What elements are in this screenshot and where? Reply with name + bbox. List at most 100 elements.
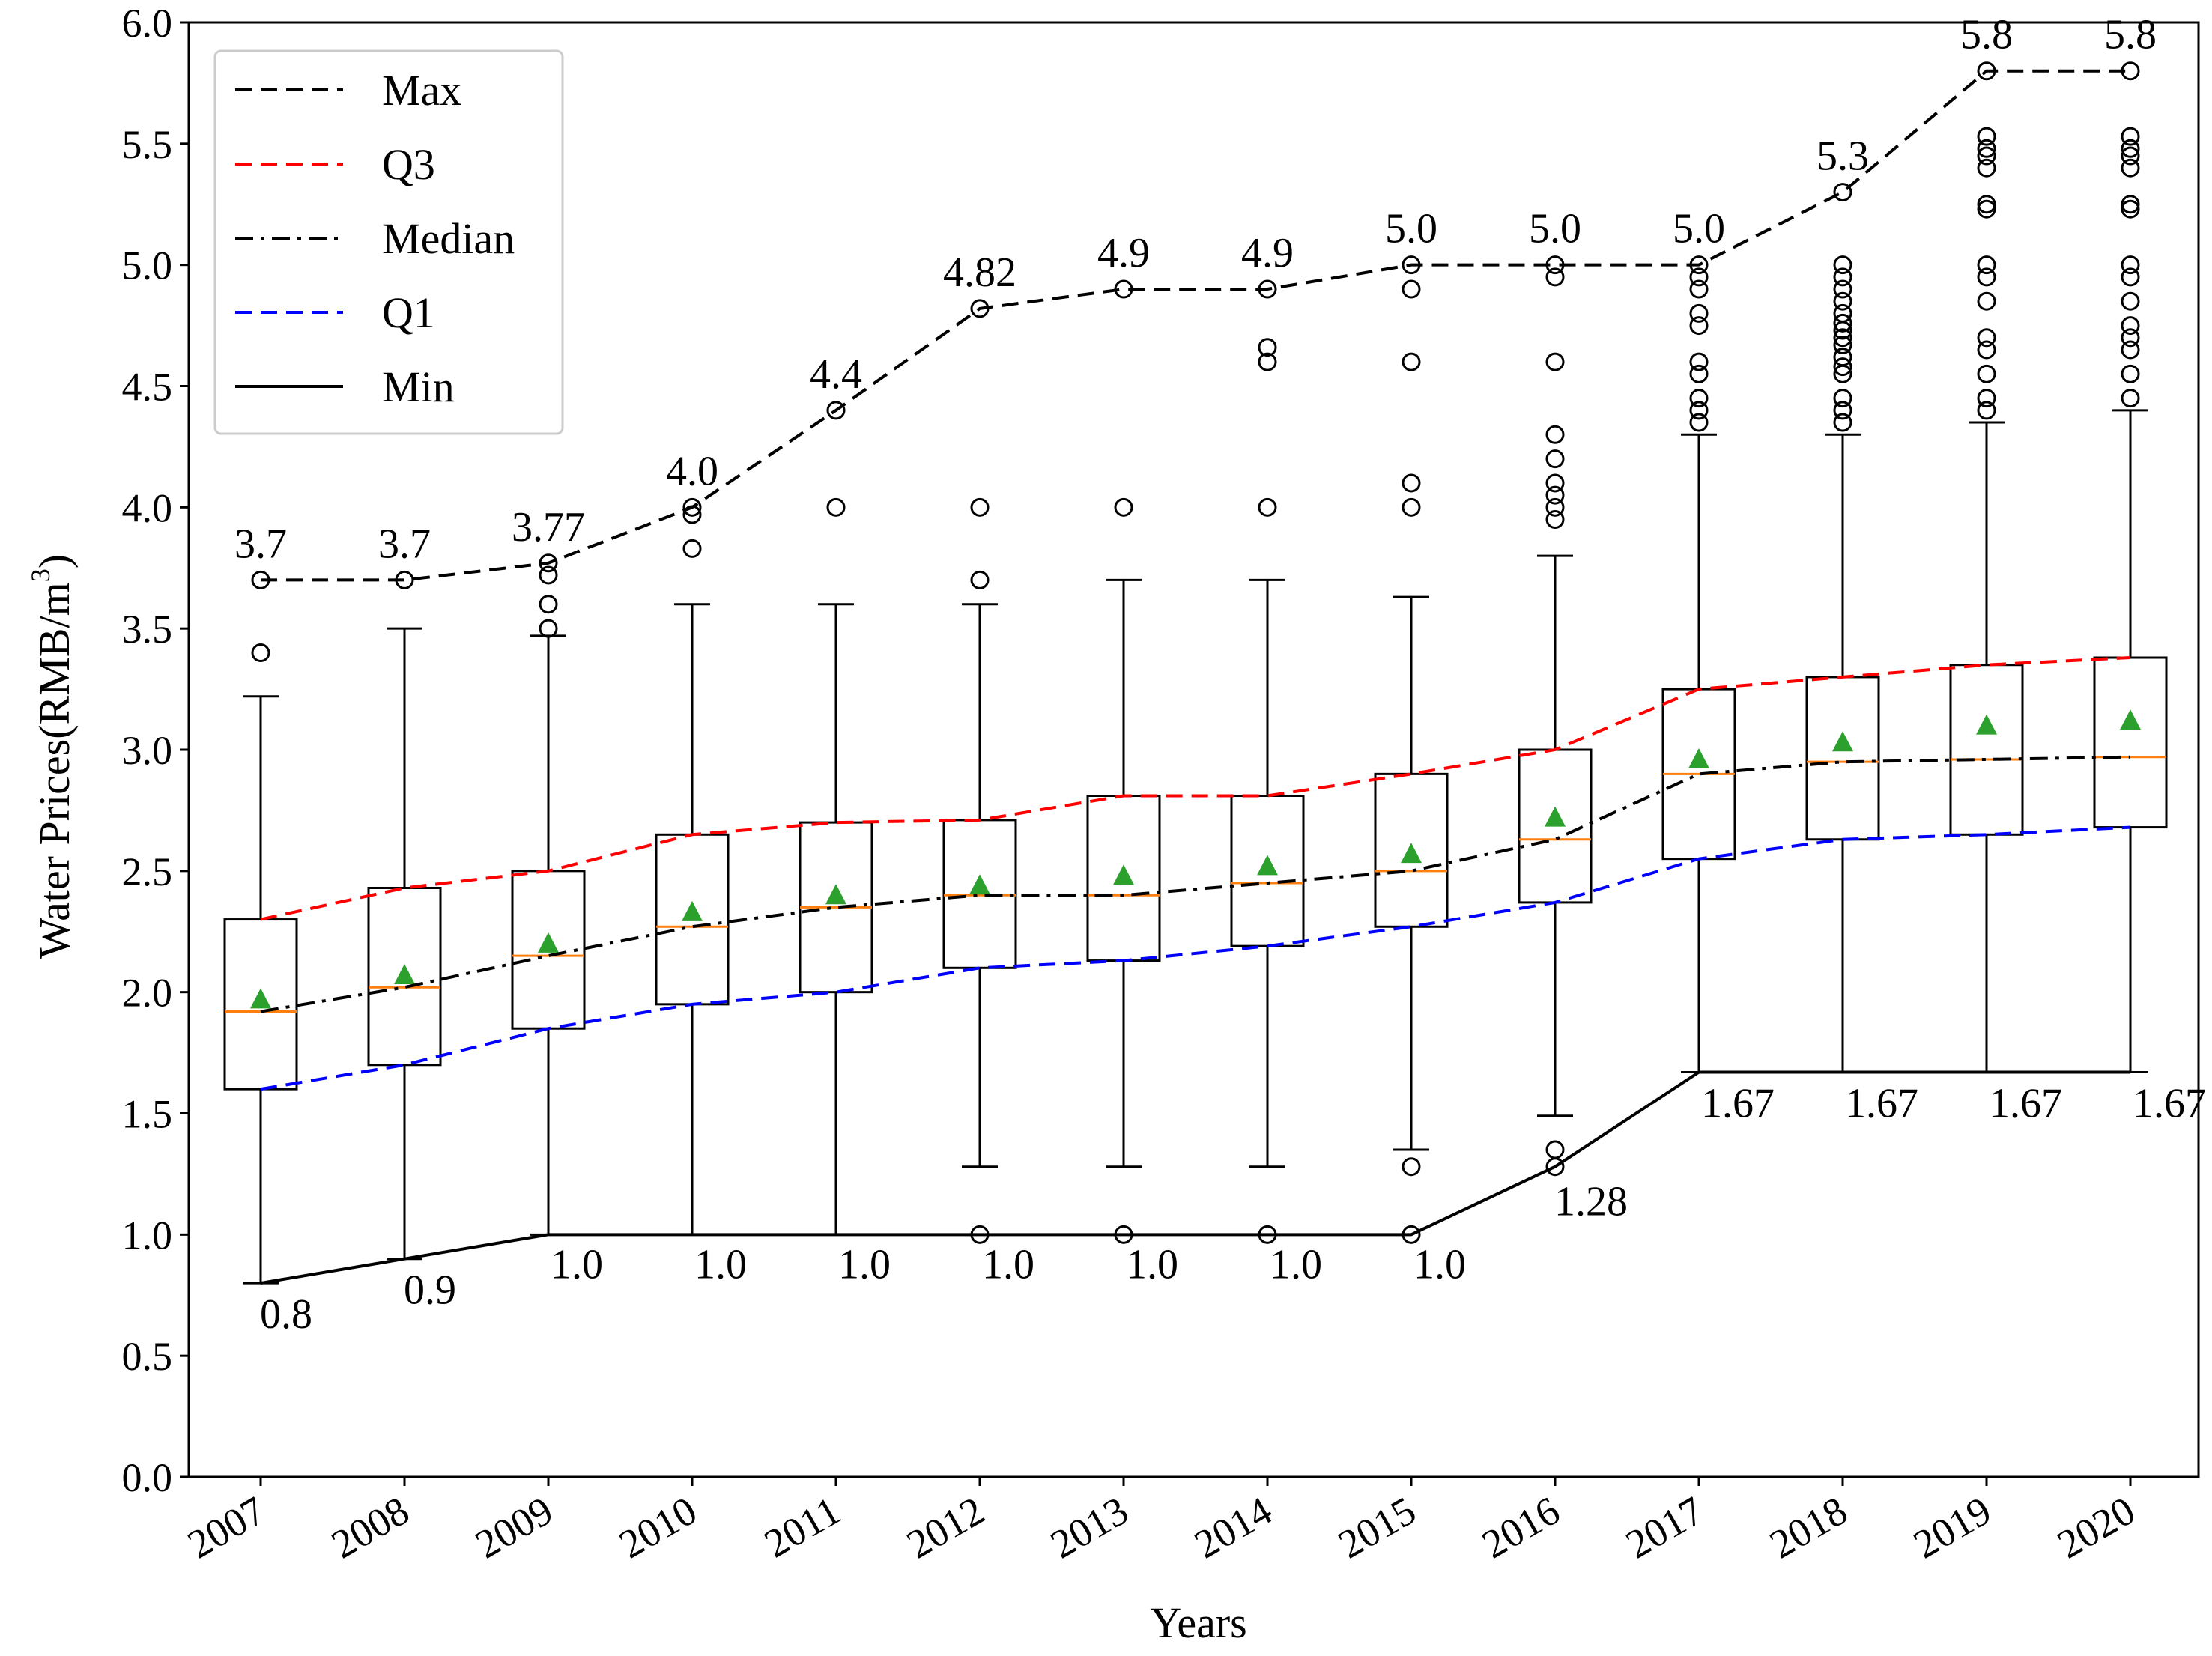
mean-marker xyxy=(969,874,990,895)
y-tick-label: 4.5 xyxy=(122,365,173,410)
outlier-point xyxy=(1689,352,1709,371)
box-rect xyxy=(1374,772,1449,928)
mean-marker xyxy=(1688,747,1709,768)
min-value-label: 1.67 xyxy=(1989,1080,2062,1126)
legend-label-min: Min xyxy=(382,363,455,411)
max-value-label: 4.9 xyxy=(1241,230,1294,276)
mean-marker xyxy=(250,988,271,1009)
trend-line-min xyxy=(260,1070,2130,1285)
y-tick-label: 1.5 xyxy=(122,1092,173,1137)
outlier-point xyxy=(2121,267,2140,287)
legend-label-q1: Q1 xyxy=(382,288,435,337)
min-value-label: 0.8 xyxy=(260,1291,312,1338)
outlier-point xyxy=(1545,510,1565,530)
outlier-point xyxy=(1689,267,1709,287)
outlier-point xyxy=(682,497,702,517)
outlier-point xyxy=(1545,485,1565,505)
outlier-point xyxy=(2121,328,2140,348)
outlier-point xyxy=(1258,352,1277,371)
trend-line-q1 xyxy=(260,825,2131,1091)
y-tick-label: 0.5 xyxy=(122,1334,173,1379)
box-rect xyxy=(367,886,442,1067)
outlier-point xyxy=(2121,291,2140,311)
outlier-point xyxy=(1545,267,1565,287)
outlier-point xyxy=(1545,1140,1565,1159)
y-tick-label: 4.0 xyxy=(122,485,173,530)
outlier-point xyxy=(1833,413,1852,432)
outlier-point xyxy=(1977,195,1996,214)
outlier-point xyxy=(251,643,270,663)
outlier-point xyxy=(1402,497,1421,517)
outlier-point xyxy=(2121,127,2140,146)
outlier-point xyxy=(1402,352,1421,371)
y-tick-label: 1.0 xyxy=(122,1213,173,1258)
max-value-label: 5.3 xyxy=(1816,133,1869,180)
outlier-point xyxy=(1833,303,1852,323)
box-2017 xyxy=(1661,255,1736,1073)
max-value-label: 3.7 xyxy=(378,521,431,567)
y-tick-label: 3.5 xyxy=(122,607,173,652)
y-axis-title-superscript: 3 xyxy=(25,568,55,582)
mean-marker xyxy=(682,900,703,921)
outlier-point xyxy=(1977,255,1996,275)
outlier-point xyxy=(1114,497,1133,517)
outlier-point xyxy=(1833,313,1852,333)
max-value-label: 5.0 xyxy=(1673,206,1725,252)
outlier-point xyxy=(2121,195,2140,214)
outlier-point xyxy=(539,619,558,638)
mean-marker xyxy=(1832,731,1853,752)
outlier-point xyxy=(1833,279,1852,299)
outlier-point xyxy=(2121,340,2140,360)
min-value-label: 1.0 xyxy=(694,1241,747,1288)
outlier-point xyxy=(1977,199,1996,219)
outlier-point xyxy=(1833,389,1852,408)
outlier-point xyxy=(826,401,846,420)
min-value-label: 0.9 xyxy=(404,1267,456,1314)
box-2015 xyxy=(1374,255,1449,1244)
outlier-point xyxy=(1833,335,1852,354)
legend-frame xyxy=(213,49,564,435)
mean-marker xyxy=(1976,714,1997,735)
outlier-point xyxy=(1977,364,1996,383)
outlier-point xyxy=(826,497,846,517)
legend-label-q3: Q3 xyxy=(382,140,435,189)
max-value-label: 3.77 xyxy=(512,504,585,551)
outlier-point xyxy=(1545,449,1565,469)
max-value-label: 4.4 xyxy=(810,351,862,398)
outlier-point xyxy=(1545,352,1565,371)
max-value-label: 3.7 xyxy=(234,521,287,567)
outlier-point xyxy=(1977,401,1996,420)
outlier-point xyxy=(682,539,702,558)
plot-area: 3.7 3.7 3.77 4.0 4.4 4.82 4.9 4.9 5.0 5.0 5.0 5.3 5.… xyxy=(223,12,2206,1338)
y-axis-title-main: Water Prices(RMB/m xyxy=(30,582,79,959)
y-tick-label: 5.5 xyxy=(122,122,173,167)
outlier-point xyxy=(1833,328,1852,348)
y-tick-label: 2.0 xyxy=(122,971,173,1016)
mean-marker xyxy=(1257,855,1278,876)
outlier-point xyxy=(2121,199,2140,219)
outlier-point xyxy=(970,497,990,517)
max-value-label: 4.82 xyxy=(943,249,1016,296)
outlier-point xyxy=(1689,389,1709,408)
mean-marker xyxy=(2120,709,2141,730)
outlier-point xyxy=(1977,291,1996,311)
outlier-point xyxy=(1402,473,1421,493)
max-value-label: 5.8 xyxy=(1960,12,2013,58)
outlier-point xyxy=(1689,413,1709,432)
outlier-point xyxy=(1833,267,1852,287)
outlier-point xyxy=(2121,255,2140,275)
min-value-label: 1.0 xyxy=(1270,1241,1322,1288)
outlier-point xyxy=(2121,389,2140,408)
max-value-label: 4.0 xyxy=(666,448,718,494)
outlier-point xyxy=(539,595,558,614)
min-value-label: 1.0 xyxy=(551,1241,603,1288)
box-2014 xyxy=(1230,279,1305,1244)
max-value-label: 5.0 xyxy=(1385,206,1437,252)
outlier-point xyxy=(1833,255,1852,275)
legend: Max Q3 Median Q1 Min xyxy=(213,49,564,435)
mean-marker xyxy=(394,964,415,985)
outlier-point xyxy=(1545,497,1565,517)
x-axis-title: Years xyxy=(1150,1598,1246,1647)
trend-line-median xyxy=(260,755,2131,1013)
